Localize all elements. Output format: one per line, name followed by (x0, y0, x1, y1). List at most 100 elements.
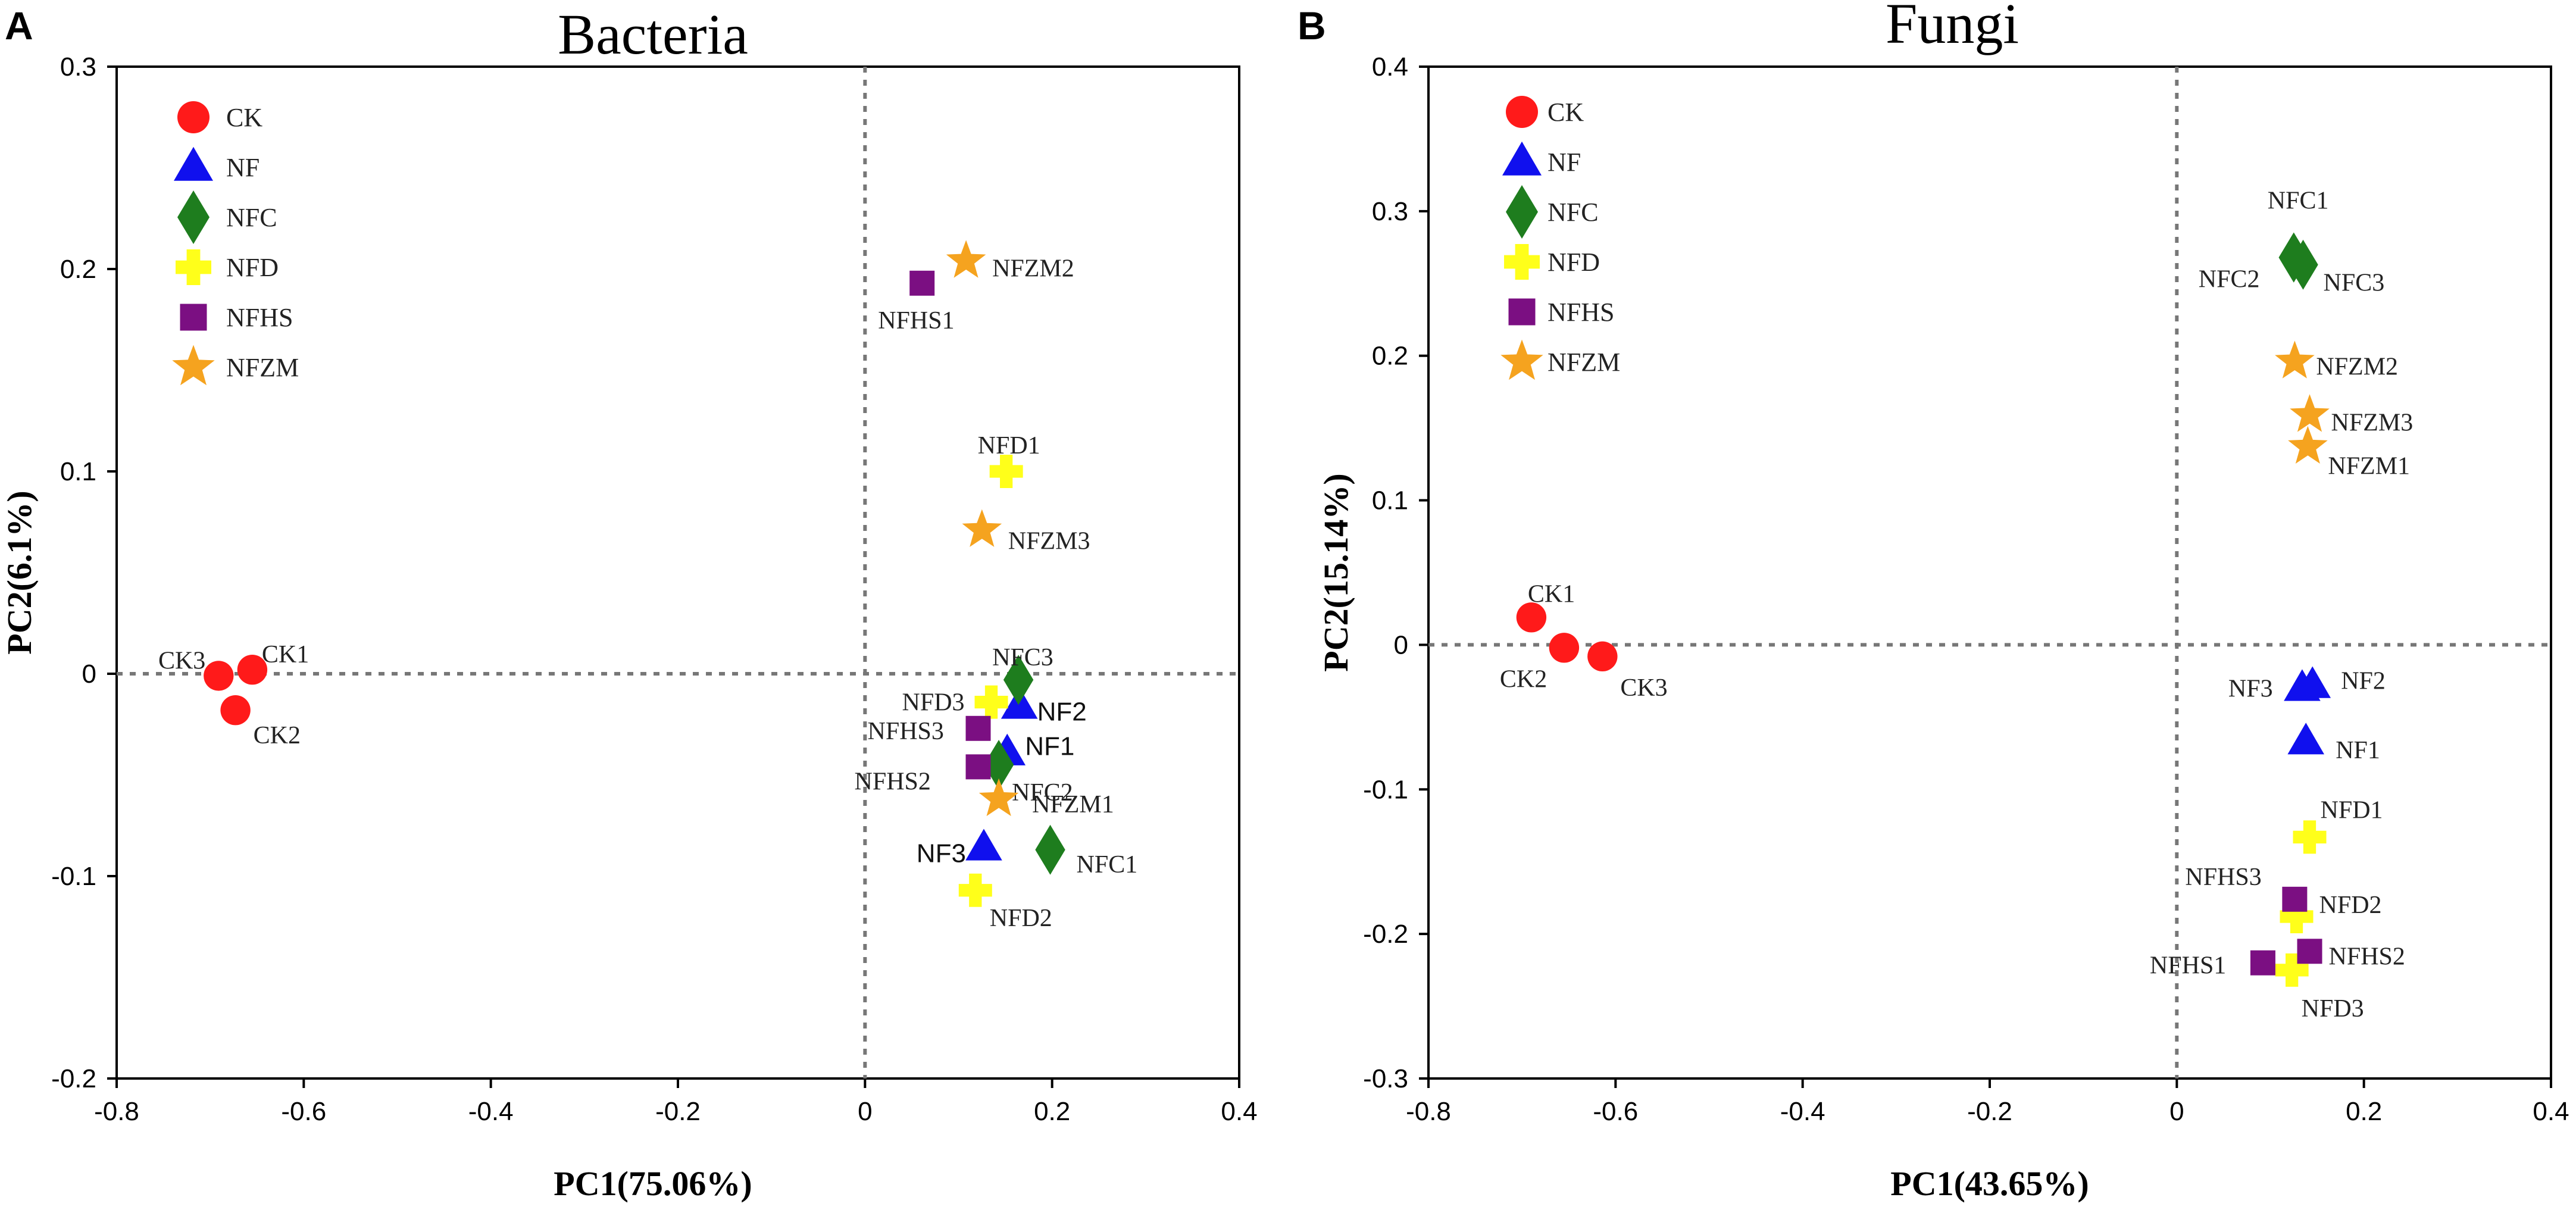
x-tick-label: 0.2 (1034, 1097, 1070, 1126)
panel-a-ticks: -0.8 -0.6 -0.4 -0.2 0 0.2 0.4 -0.2 -0.1 0 0.1 0.2 0.… (51, 52, 1257, 1126)
point-label: NFZM2 (2316, 353, 2398, 380)
point-label: NFD1 (2321, 796, 2383, 824)
point-label: NFC2 (2199, 266, 2260, 293)
point-label: NFHS2 (2329, 943, 2405, 970)
point-ck1 (1516, 602, 1547, 633)
point-nfzm1 (2288, 426, 2328, 464)
point-label: NF2 (1037, 697, 1087, 726)
point-nfc1 (1035, 824, 1065, 875)
point-label: CK1 (1528, 580, 1575, 608)
y-tick-label: -0.1 (51, 862, 96, 891)
point-nfzm3 (962, 509, 1002, 547)
point-label: NF3 (917, 839, 966, 868)
panel-b-ticks: -0.8 -0.6 -0.4 -0.2 0 0.2 0.4 -0.3 -0.2 -0.1 0 0.1 0… (1363, 52, 2569, 1126)
point-ck3 (1587, 641, 1618, 672)
panel-b-zero-lines (1428, 67, 2551, 1078)
x-tick-label: -0.2 (655, 1097, 701, 1126)
legend-marker-nfd (1504, 244, 1540, 280)
y-tick-label: -0.1 (1363, 775, 1408, 804)
legend-label: NFZM (1548, 348, 1620, 377)
point-nfhs3 (965, 715, 991, 741)
point-ck2 (220, 695, 251, 726)
legend-label: CK (1548, 98, 1584, 127)
point-nfc3 (1003, 655, 1034, 705)
x-tick-label: 0.4 (2533, 1097, 2569, 1126)
point-nfhs2 (965, 754, 991, 780)
legend-label: CK (226, 103, 262, 132)
point-label: CK2 (254, 722, 301, 749)
x-tick-label: 0 (858, 1097, 872, 1126)
panel-b-fungi: B Fungi -0.8 -0.6 -0.4 -0.2 0 0.2 0.4-0.3-0.2-… (1298, 0, 2569, 1203)
point-label: CK3 (158, 647, 205, 674)
legend-marker-nfhs (180, 304, 207, 331)
point-ck3 (204, 661, 234, 691)
panel-b-letter: B (1298, 4, 1326, 48)
legend-label: NFHS (226, 303, 293, 332)
x-tick-label: -0.2 (1967, 1097, 2012, 1126)
x-tick-label: -0.4 (1780, 1097, 1825, 1126)
panel-a-legend: CK NF NFC NFD NFHS NFZM (172, 101, 299, 386)
x-tick-label: -0.6 (281, 1097, 326, 1126)
y-tick-label: 0.4 (1372, 52, 1408, 82)
point-nfd3 (974, 685, 1008, 719)
point-nf1 (2287, 723, 2325, 755)
point-label: NFC1 (1077, 851, 1138, 879)
point-label: NFZM3 (2331, 409, 2414, 436)
point-label: CK3 (1620, 674, 1667, 702)
point-nfhs1 (2250, 950, 2275, 976)
y-tick-label: 0 (1394, 630, 1408, 659)
legend-label: NFD (226, 253, 279, 282)
panel-a-title: Bacteria (558, 2, 748, 66)
point-nfd1 (2293, 820, 2327, 854)
point-nfzm3 (2290, 394, 2330, 432)
legend-label: NFZM (226, 353, 299, 382)
y-tick-label: 0 (82, 659, 96, 689)
y-tick-label: 0.2 (60, 255, 96, 284)
point-label: NFD2 (2319, 892, 2382, 919)
point-label: NFC3 (992, 644, 1053, 671)
point-label: CK2 (1500, 665, 1547, 693)
legend-label: NFD (1548, 248, 1600, 277)
y-tick-label: 0.3 (1372, 197, 1408, 226)
point-label: NFD3 (902, 689, 965, 717)
legend-label: NFC (226, 203, 277, 232)
x-tick-label: -0.8 (1406, 1097, 1451, 1126)
point-label: NFHS3 (2185, 864, 2261, 891)
legend-marker-nfzm (1500, 339, 1543, 380)
point-label: NFC2 (1012, 779, 1073, 806)
x-tick-label: 0.2 (2346, 1097, 2382, 1126)
point-label: NFC1 (2268, 187, 2329, 215)
point-nfd2 (2280, 900, 2314, 933)
point-nfc3 (2288, 239, 2318, 290)
point-label: NFHS2 (855, 768, 931, 795)
point-nfhs1 (909, 270, 935, 296)
point-label: NFHS1 (2150, 952, 2226, 980)
panel-a-zero-lines (117, 67, 1239, 1078)
y-tick-label: 0.3 (60, 52, 96, 82)
panel-b-x-axis-label: PC1(43.65%) (1890, 1164, 2089, 1203)
point-label: NFD1 (978, 432, 1040, 459)
point-label: NF3 (2228, 675, 2273, 702)
point-nfd2 (958, 873, 992, 907)
x-tick-label: -0.8 (94, 1097, 139, 1126)
point-ck1 (237, 655, 268, 685)
point-label: NFZM1 (1032, 791, 1114, 818)
panel-b-marks: CK1 CK2 CK3 NF1 NF2 NF3 NFC1 NFC2 NFC3 NFD1 NFD2 NF… (1500, 187, 2413, 1023)
point-label: CK1 (262, 641, 309, 668)
legend-marker-nfc (177, 190, 210, 244)
point-nfhs2 (2297, 939, 2322, 964)
point-nfzm1 (978, 778, 1019, 817)
panel-a-x-axis-label: PC1(75.06%) (554, 1164, 752, 1203)
point-label: NFD2 (990, 905, 1052, 932)
point-label: NFZM1 (2328, 453, 2410, 480)
point-nfd3 (2275, 953, 2309, 987)
point-nf3 (2284, 669, 2321, 701)
point-nfzm2 (946, 240, 986, 278)
legend-label: NF (226, 153, 260, 182)
legend-marker-ck (177, 101, 210, 133)
x-tick-label: 0.4 (1221, 1097, 1257, 1126)
y-tick-label: 0.2 (1372, 342, 1408, 371)
legend-marker-nfd (176, 249, 211, 285)
y-tick-label: -0.2 (51, 1064, 96, 1093)
